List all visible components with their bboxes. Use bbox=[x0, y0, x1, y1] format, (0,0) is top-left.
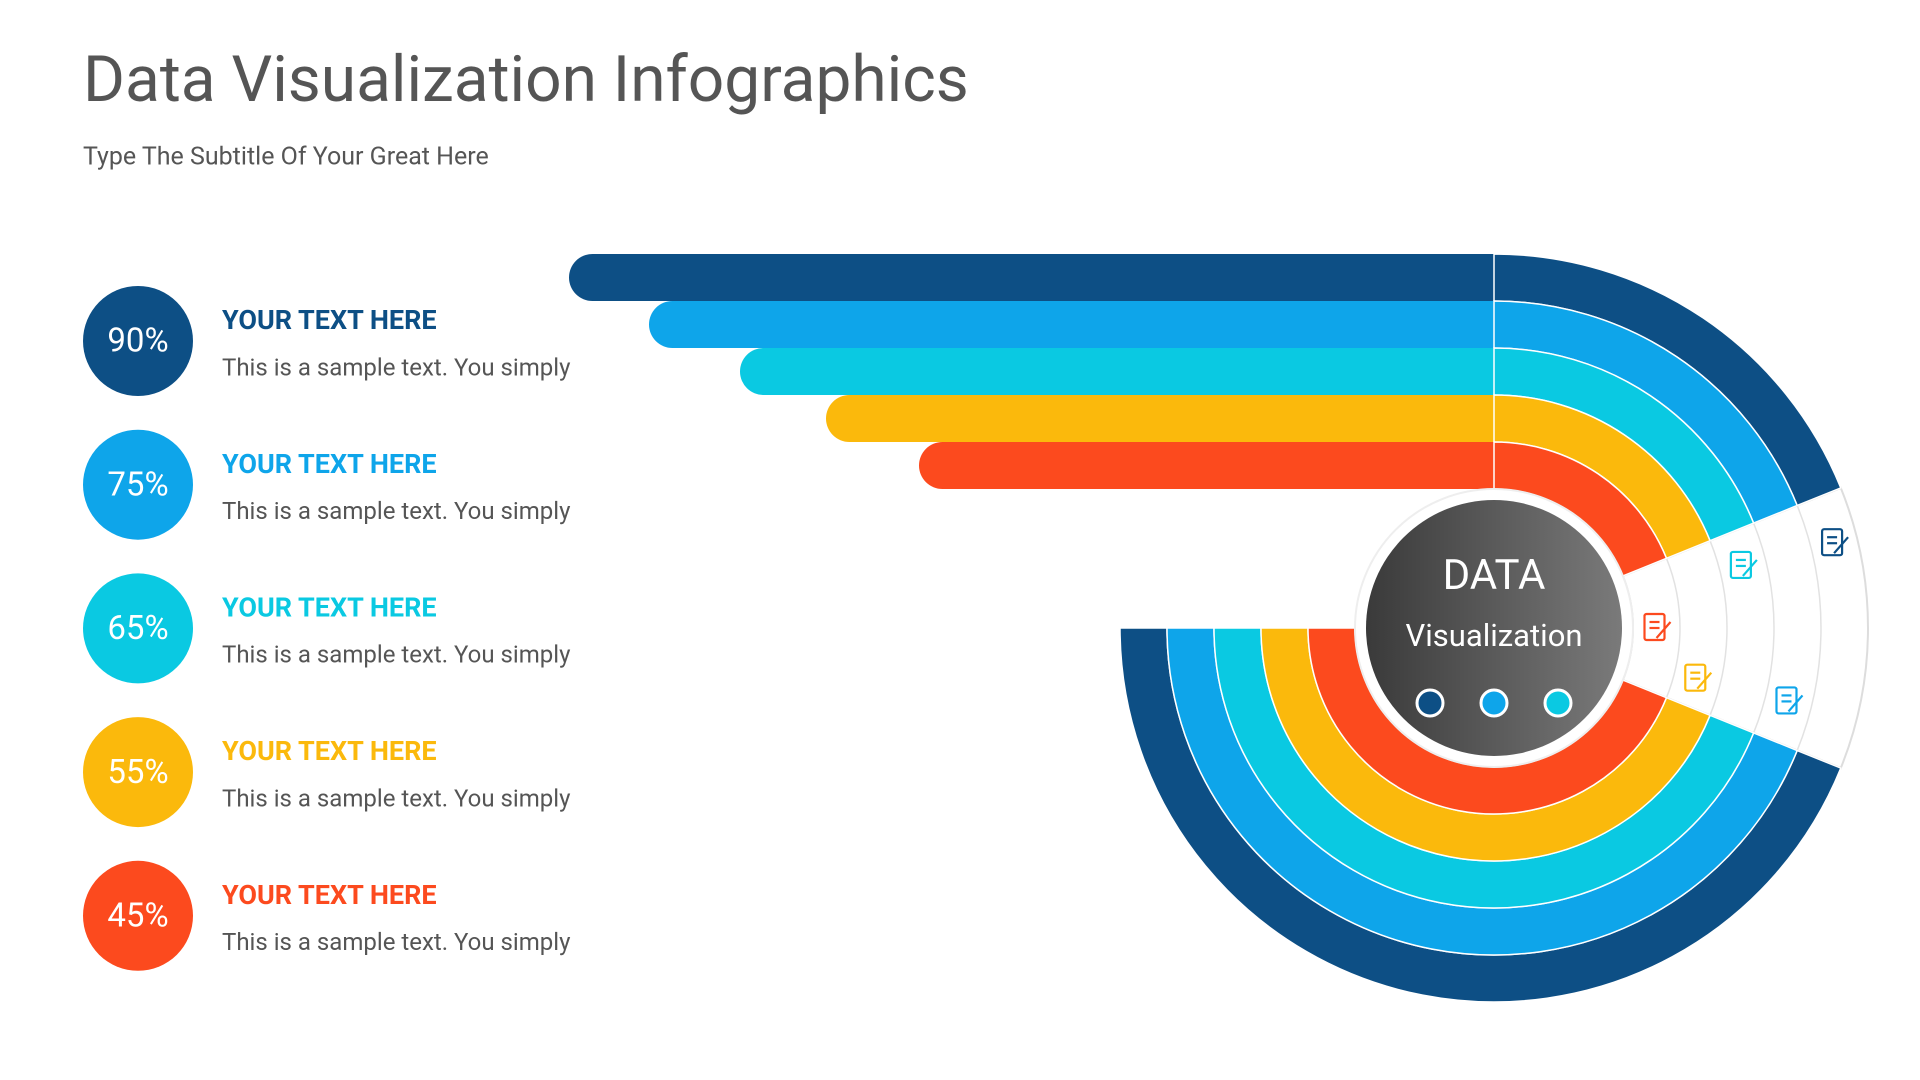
icon-shape bbox=[1655, 621, 1672, 639]
icon-shape bbox=[1820, 528, 1844, 557]
icon-shape bbox=[1729, 550, 1752, 580]
gap-ring bbox=[1665, 558, 1681, 698]
center-title: DATA bbox=[1443, 551, 1546, 600]
icon-shape bbox=[1742, 559, 1758, 577]
center-dot bbox=[1415, 688, 1445, 718]
icon bbox=[1684, 663, 1713, 692]
radial-graphic: DATA Visualization bbox=[569, 253, 1870, 1003]
item-text: This is a sample text. You simply bbox=[222, 353, 571, 381]
band-bar bbox=[648, 301, 1494, 348]
item-heading: YOUR TEXT HERE bbox=[222, 592, 437, 624]
icon-shape bbox=[1696, 671, 1713, 690]
center-dot bbox=[1479, 688, 1509, 718]
icon bbox=[1729, 550, 1758, 580]
item-heading: YOUR TEXT HERE bbox=[222, 879, 437, 911]
percent-circle bbox=[83, 286, 193, 396]
item-heading: YOUR TEXT HERE bbox=[222, 448, 437, 480]
icon bbox=[1775, 686, 1804, 715]
icon-shape bbox=[1684, 663, 1707, 692]
band-bar bbox=[825, 395, 1494, 442]
gap-ring bbox=[1709, 540, 1728, 716]
band-bar bbox=[918, 442, 1494, 489]
icon-shape bbox=[1833, 536, 1849, 554]
percent-circle bbox=[83, 860, 193, 971]
item-text: This is a sample text. You simply bbox=[222, 928, 571, 956]
subtitle: Type The Subtitle Of Your Great Here bbox=[83, 143, 489, 172]
percent-label: 55% bbox=[107, 753, 168, 792]
band-bar bbox=[569, 254, 1494, 301]
percent-circle bbox=[83, 429, 193, 540]
center-subtitle: Visualization bbox=[1405, 617, 1582, 654]
icon-shape bbox=[1775, 686, 1798, 715]
icon-shape bbox=[1787, 694, 1804, 713]
icon bbox=[1820, 528, 1849, 557]
percent-label: 90% bbox=[107, 322, 168, 361]
gap-ring bbox=[1796, 505, 1822, 751]
item-text: This is a sample text. You simply bbox=[222, 784, 571, 812]
item-list: 90% YOUR TEXT HERE This is a sample text. … bbox=[83, 286, 571, 971]
item-heading: YOUR TEXT HERE bbox=[222, 735, 437, 767]
gap-ring bbox=[1752, 522, 1775, 734]
item-heading: YOUR TEXT HERE bbox=[222, 304, 437, 336]
center-dot bbox=[1543, 688, 1573, 718]
percent-circle bbox=[83, 717, 193, 828]
title: Data Visualization Infographics bbox=[83, 42, 969, 117]
item-text: This is a sample text. You simply bbox=[222, 497, 571, 525]
item-text: This is a sample text. You simply bbox=[222, 641, 571, 669]
percent-label: 65% bbox=[107, 609, 168, 648]
percent-circle bbox=[83, 573, 193, 684]
percent-label: 45% bbox=[107, 897, 168, 936]
percent-label: 75% bbox=[107, 465, 168, 504]
icon bbox=[1643, 612, 1672, 642]
icon-shape bbox=[1643, 612, 1666, 642]
band-bar bbox=[740, 348, 1494, 395]
